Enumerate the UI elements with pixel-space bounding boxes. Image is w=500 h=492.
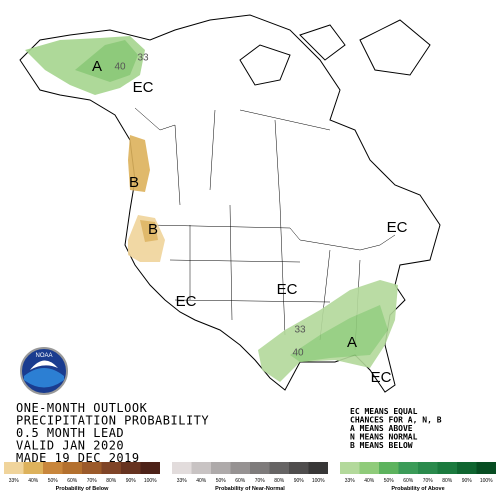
scale-tick: 33% (177, 478, 188, 484)
scale-swatch (476, 462, 496, 474)
map-label: B (148, 221, 158, 238)
scale-swatch (4, 462, 24, 474)
scale-title: Probability of Below (56, 486, 110, 492)
scale-swatch (359, 462, 379, 474)
scale-title: Probability of Above (391, 486, 444, 492)
map-label: EC (387, 219, 408, 236)
scale-swatch (140, 462, 160, 474)
scale-swatch (230, 462, 250, 474)
map-label: A (92, 58, 102, 75)
scale-tick: 70% (255, 478, 266, 484)
scale-swatch (437, 462, 457, 474)
scale-swatch (43, 462, 63, 474)
scale-tick: 33% (9, 478, 20, 484)
map-label: 33 (137, 53, 149, 64)
scale-swatch (398, 462, 418, 474)
scale-swatch (62, 462, 82, 474)
scale-swatch (101, 462, 121, 474)
map-label: B (129, 174, 139, 191)
islands (239, 19, 431, 86)
scale-swatch (250, 462, 270, 474)
scale-tick: 60% (67, 478, 78, 484)
scale-tick: 80% (106, 478, 117, 484)
scale-swatch (418, 462, 438, 474)
scale-tick: 40% (364, 478, 375, 484)
scale-tick: 90% (126, 478, 137, 484)
legend-note: B MEANS BELOW (350, 441, 413, 450)
scale-tick: 90% (462, 478, 473, 484)
scale-tick: 80% (442, 478, 453, 484)
legend-note: N MEANS NORMAL (350, 433, 418, 442)
scale-tick: 70% (423, 478, 434, 484)
land (19, 14, 441, 393)
title-line: ONE-MONTH OUTLOOK (16, 401, 148, 415)
map-label: EC (371, 369, 392, 386)
scale-tick: 50% (216, 478, 227, 484)
legend-note: A MEANS ABOVE (350, 424, 413, 433)
scale-tick: 100% (144, 478, 157, 484)
continent (19, 14, 441, 393)
scale-swatch (457, 462, 477, 474)
above-40-alaska (75, 40, 138, 82)
scale-swatch (191, 462, 211, 474)
scale-tick: 40% (196, 478, 207, 484)
map-label: 40 (292, 348, 304, 359)
map-label: EC (176, 293, 197, 310)
scale-tick: 60% (403, 478, 414, 484)
legend-note: EC MEANS EQUAL (350, 407, 418, 416)
map-label: EC (277, 281, 298, 298)
scale-swatch (23, 462, 43, 474)
map-label: 33 (294, 325, 306, 336)
map-label: A (347, 334, 357, 351)
title-line: MADE 19 DEC 2019 (16, 451, 140, 465)
scale-tick: 100% (480, 478, 493, 484)
scale-tick: 50% (48, 478, 59, 484)
title-line: 0.5 MONTH LEAD (16, 426, 124, 440)
scale-swatch (289, 462, 309, 474)
scale-swatch (340, 462, 360, 474)
scale-swatch (121, 462, 141, 474)
below-40-bc (128, 135, 150, 192)
scale-tick: 60% (235, 478, 246, 484)
scale-swatch (269, 462, 289, 474)
above-40-southeast (290, 305, 388, 362)
scale-swatch (211, 462, 231, 474)
shading (25, 36, 398, 382)
scale-swatch (308, 462, 328, 474)
title-line: PRECIPITATION PROBABILITY (16, 414, 209, 428)
scale-tick: 90% (294, 478, 305, 484)
scale-tick: 70% (87, 478, 98, 484)
scale-tick: 33% (345, 478, 356, 484)
map-label: EC (133, 79, 154, 96)
scale-tick: 80% (274, 478, 285, 484)
legend-note: CHANCES FOR A, N, B (350, 416, 442, 425)
scale-tick: 100% (312, 478, 325, 484)
scale-swatch (379, 462, 399, 474)
scale-tick: 40% (28, 478, 39, 484)
logo-text: NOAA (35, 353, 52, 359)
scale-swatch (82, 462, 102, 474)
scale-tick: 50% (384, 478, 395, 484)
below-40-west (140, 220, 158, 242)
title-line: VALID JAN 2020 (16, 439, 124, 453)
map-label: 40 (114, 62, 126, 73)
scale-swatch (172, 462, 192, 474)
scale-title: Probability of Near-Normal (215, 486, 285, 492)
logo: NOAA (20, 347, 68, 395)
